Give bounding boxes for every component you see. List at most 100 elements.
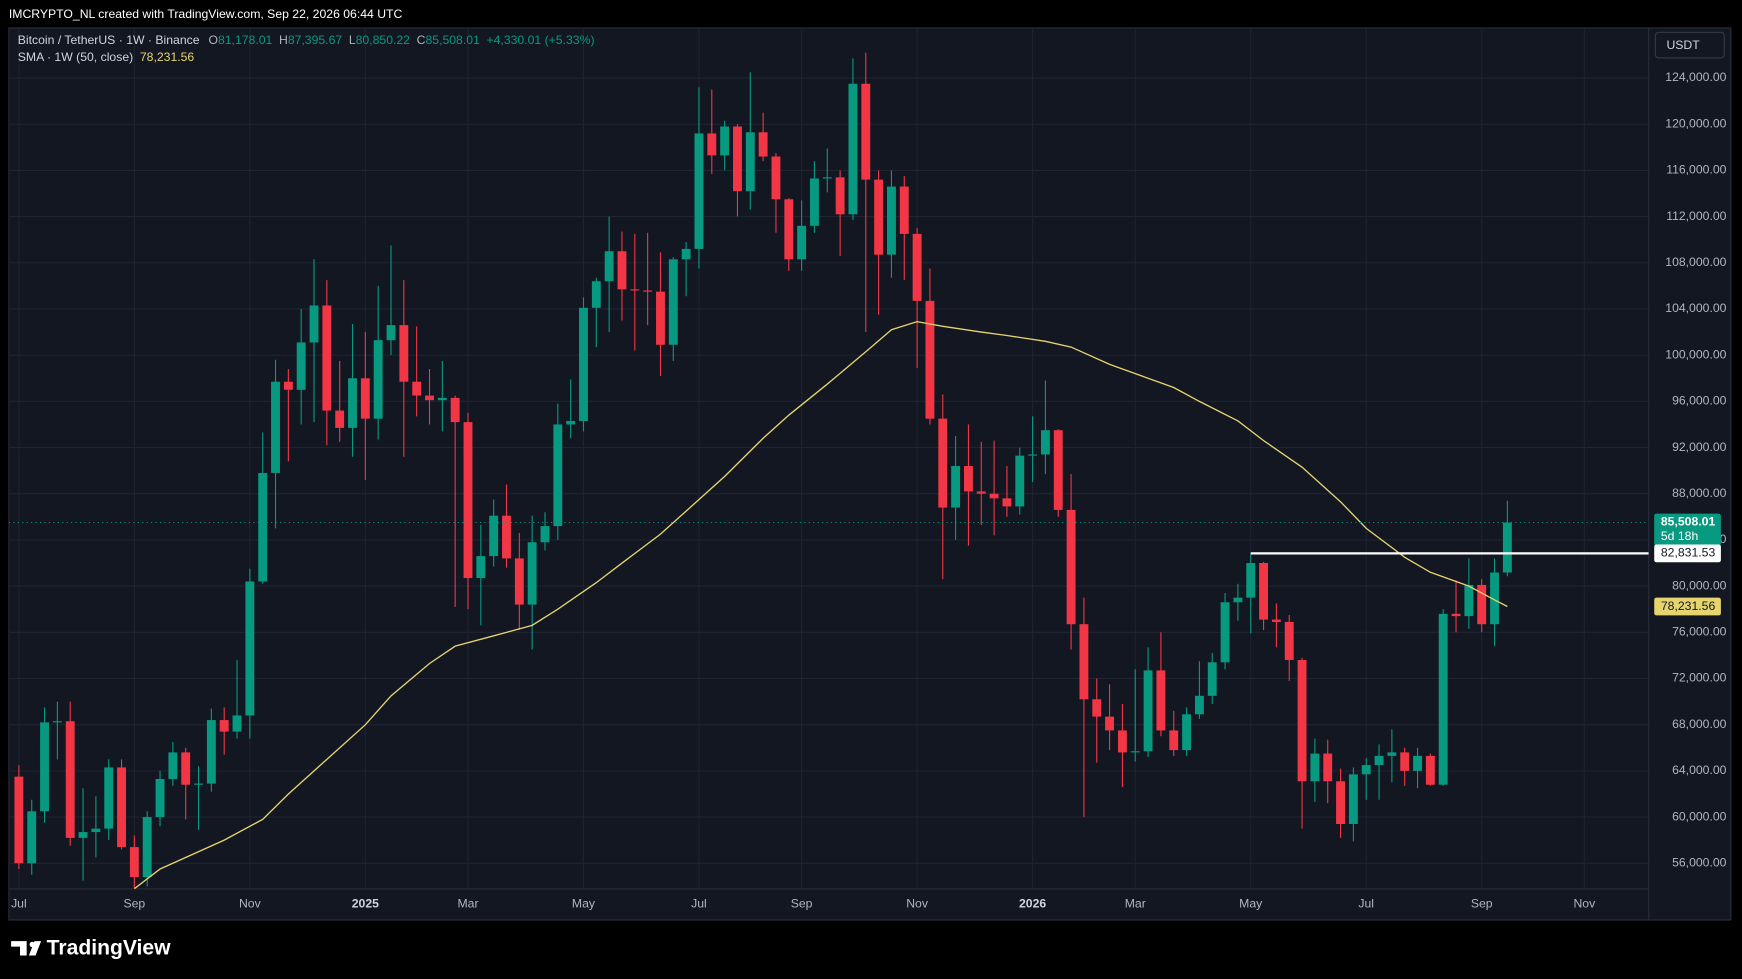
candle-body <box>412 381 422 396</box>
x-tick-label: May <box>1239 897 1263 911</box>
candle-body <box>835 177 845 215</box>
x-tick-label: Sep <box>1471 897 1493 911</box>
legend-ohlc: Bitcoin / TetherUS · 1W · Binance O81,178… <box>18 33 595 47</box>
candle-body <box>142 817 152 878</box>
candle-body <box>463 422 473 579</box>
y-tick-label: 108,000.00 <box>1665 255 1726 269</box>
candle-body <box>1284 621 1294 661</box>
candle-body <box>1182 714 1192 751</box>
candle-body <box>1413 755 1422 771</box>
candle-body <box>912 233 922 301</box>
y-tick-label: 60,000.00 <box>1672 809 1727 823</box>
x-tick-label: Nov <box>1573 897 1596 911</box>
y-tick-label: 88,000.00 <box>1672 486 1727 500</box>
candle-body <box>360 378 370 419</box>
candle-body <box>1425 755 1435 785</box>
x-tick-label: May <box>572 897 596 911</box>
candle-body <box>1194 695 1204 715</box>
candle-body <box>117 767 126 848</box>
candle-body <box>1002 498 1012 507</box>
ohlc-value: 87,395.67 <box>288 33 343 47</box>
y-tick-label: 120,000.00 <box>1665 116 1726 130</box>
candle-body <box>309 305 319 343</box>
y-tick-label: 96,000.00 <box>1672 394 1727 408</box>
candle-body <box>502 515 511 559</box>
ohlc-key: C <box>417 33 426 47</box>
brand: TradingView <box>47 936 171 959</box>
candle-body <box>1361 765 1371 775</box>
candle-body <box>1066 509 1076 625</box>
x-tick-label: Jul <box>1358 897 1374 911</box>
candle-body <box>78 832 88 838</box>
candle-body <box>771 156 781 200</box>
candle-body <box>1117 730 1127 753</box>
sma-label-box <box>1654 597 1721 616</box>
candle-body <box>694 133 704 249</box>
candle-body <box>1323 753 1333 782</box>
candle-body <box>104 767 114 829</box>
candle-body <box>1028 454 1038 456</box>
candle-body <box>1374 755 1384 766</box>
candle-body <box>335 410 345 428</box>
attribution: IMCRYPTO_NL created with TradingView.com… <box>9 7 403 21</box>
change: +4,330.01 (+5.33%) <box>487 33 595 47</box>
ohlc-key: H <box>279 33 288 47</box>
x-tick-label: Sep <box>123 897 145 911</box>
candle-body <box>489 515 499 557</box>
candle-body <box>630 289 640 291</box>
ohlc-value: 85,508.01 <box>425 33 480 47</box>
candle-body <box>1348 774 1358 824</box>
candle-body <box>604 251 614 282</box>
candle-body <box>348 378 357 428</box>
candle-body <box>668 259 678 345</box>
candle-body <box>1015 455 1025 507</box>
candle-body <box>822 177 832 179</box>
candle-body <box>553 424 563 527</box>
candle-body <box>784 199 794 260</box>
candle-body <box>1207 662 1217 696</box>
candle-body <box>989 493 999 499</box>
plot <box>8 52 1649 889</box>
x-tick-label: Jul <box>691 897 707 911</box>
candle-body <box>14 776 24 864</box>
candle-body <box>707 133 717 156</box>
symbol: Bitcoin / TetherUS · 1W · Binance <box>18 33 200 47</box>
level-label: 82,831.53 <box>1661 546 1716 560</box>
candle-body <box>720 126 730 156</box>
candle-body <box>1259 563 1269 620</box>
y-tick-label: 116,000.00 <box>1666 163 1726 177</box>
y-tick-label: 72,000.00 <box>1672 671 1727 685</box>
candle-body <box>1387 752 1397 756</box>
candle-body <box>450 397 460 423</box>
x-tick-label: Jul <box>11 897 27 911</box>
candle-body <box>437 397 447 401</box>
candle-body <box>65 721 75 838</box>
candle-body <box>1143 670 1153 752</box>
candle-body <box>129 847 139 878</box>
candle-body <box>976 491 986 494</box>
candle-body <box>258 472 268 582</box>
sma-name: SMA · 1W (50, close) <box>18 50 133 64</box>
y-tick-label: 56,000.00 <box>1672 855 1727 869</box>
candle-body <box>1040 430 1050 455</box>
candle-body <box>168 752 178 779</box>
y-tick-label: 104,000.00 <box>1665 301 1726 315</box>
candle-body <box>874 179 884 255</box>
y-tick-label: 68,000.00 <box>1672 717 1727 731</box>
candle-body <box>322 305 332 411</box>
candle-body <box>514 558 524 605</box>
candle-body <box>1156 670 1166 731</box>
y-tick-label: 80,000.00 <box>1672 578 1727 592</box>
ohlc-key: L <box>349 33 356 47</box>
brand-logo <box>11 941 42 956</box>
currency-box[interactable] <box>1654 31 1725 59</box>
x-tick-label: 2025 <box>352 897 379 911</box>
logo-dot <box>29 941 35 948</box>
candle-body <box>1130 751 1140 753</box>
candle-body <box>1477 584 1487 625</box>
candle-body <box>745 132 755 192</box>
x-tick-label: Nov <box>239 897 262 911</box>
candle-body <box>399 325 409 382</box>
